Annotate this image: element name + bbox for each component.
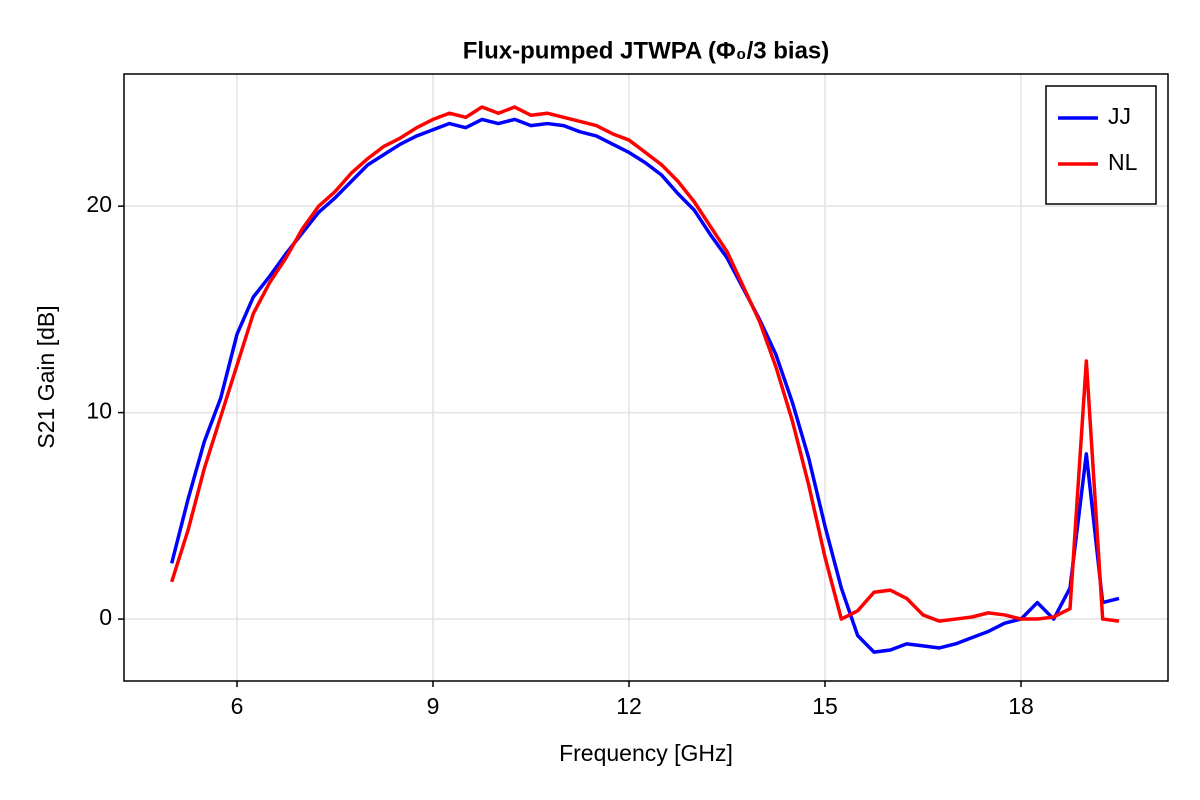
legend-label: NL — [1108, 149, 1138, 175]
x-tick-label: 6 — [231, 693, 244, 719]
x-tick-label: 12 — [616, 693, 642, 719]
data-line — [170, 105, 1120, 623]
y-tick-label: 10 — [86, 398, 112, 424]
y-tick-label: 0 — [99, 604, 112, 630]
x-tick-label: 15 — [812, 693, 838, 719]
legend-label: JJ — [1108, 103, 1131, 129]
chart-title: Flux-pumped JTWPA (Φ₀/3 bias) — [463, 37, 830, 64]
x-axis-label: Frequency [GHz] — [559, 740, 733, 766]
x-tick-label: 18 — [1008, 693, 1034, 719]
plot-frame — [123, 73, 1169, 682]
data-line — [169, 117, 1120, 654]
legend-box — [1045, 85, 1157, 205]
y-axis-label: S21 Gain [dB] — [33, 305, 59, 448]
x-tick-label: 9 — [427, 693, 440, 719]
y-tick-label: 20 — [86, 191, 112, 217]
